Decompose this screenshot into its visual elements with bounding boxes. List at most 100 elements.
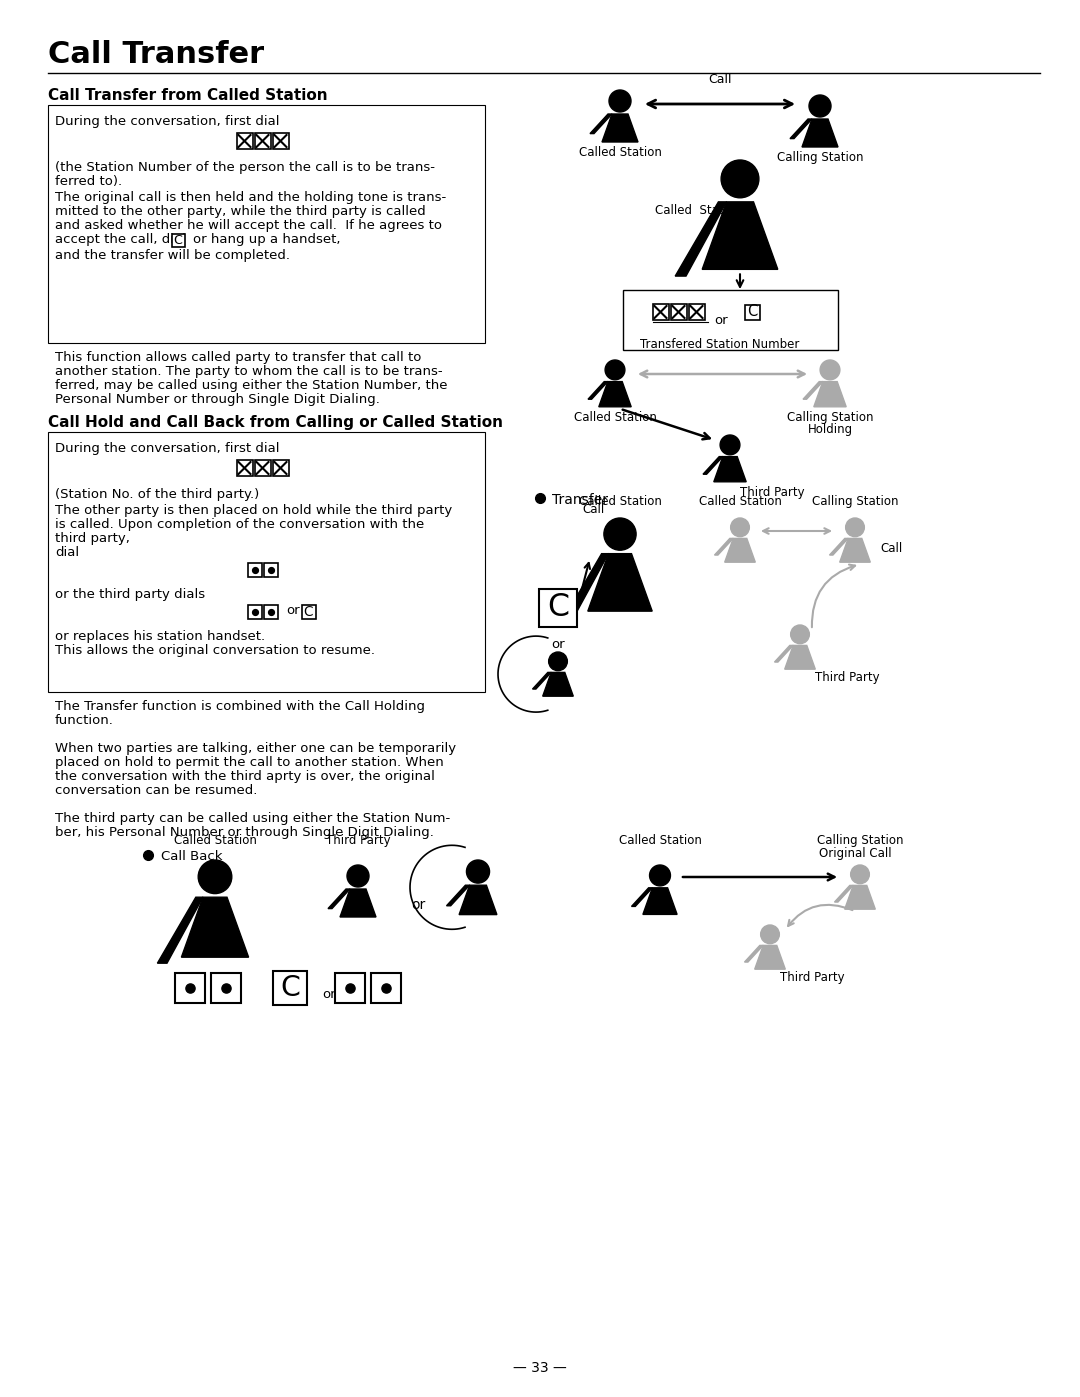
Polygon shape bbox=[565, 553, 608, 617]
Text: (the Station Number of the person the call is to be trans-: (the Station Number of the person the ca… bbox=[55, 161, 435, 175]
Text: function.: function. bbox=[55, 714, 113, 726]
Bar bbox=[272, 460, 288, 476]
Bar bbox=[652, 305, 669, 320]
Polygon shape bbox=[804, 381, 823, 400]
Text: C: C bbox=[747, 305, 758, 320]
Text: The Transfer function is combined with the Call Holding: The Transfer function is combined with t… bbox=[55, 700, 426, 712]
Circle shape bbox=[791, 624, 809, 644]
Polygon shape bbox=[845, 886, 875, 909]
Text: Call: Call bbox=[880, 542, 902, 555]
Circle shape bbox=[609, 89, 631, 112]
Text: Called Station: Called Station bbox=[579, 495, 661, 509]
Text: Call: Call bbox=[583, 503, 605, 515]
Bar bbox=[247, 563, 261, 577]
Bar bbox=[264, 563, 278, 577]
Text: This allows the original conversation to resume.: This allows the original conversation to… bbox=[55, 644, 375, 657]
Text: dial: dial bbox=[55, 546, 79, 559]
Text: or replaces his station handset.: or replaces his station handset. bbox=[55, 630, 265, 643]
Text: Called Station: Called Station bbox=[619, 834, 701, 847]
Text: Call Transfer: Call Transfer bbox=[48, 41, 265, 68]
Text: conversation can be resumed.: conversation can be resumed. bbox=[55, 784, 257, 798]
Text: third party,: third party, bbox=[55, 532, 130, 545]
Text: or: or bbox=[715, 313, 728, 327]
Polygon shape bbox=[181, 897, 248, 957]
Polygon shape bbox=[340, 888, 376, 916]
Text: or hang up a handset,: or hang up a handset, bbox=[193, 233, 340, 246]
Circle shape bbox=[731, 518, 750, 536]
Text: accept the call, dial: accept the call, dial bbox=[55, 233, 186, 246]
Text: Third Party: Third Party bbox=[740, 486, 805, 499]
Text: or: or bbox=[551, 638, 565, 651]
Bar bbox=[372, 974, 401, 1003]
Text: is called. Upon completion of the conversation with the: is called. Upon completion of the conver… bbox=[55, 518, 424, 531]
Polygon shape bbox=[446, 886, 470, 905]
Bar bbox=[211, 974, 241, 1003]
Text: Transfered Station Number: Transfered Station Number bbox=[640, 338, 799, 351]
Text: Third Party: Third Party bbox=[326, 834, 390, 847]
Bar bbox=[48, 105, 485, 344]
Polygon shape bbox=[643, 888, 677, 915]
Text: mitted to the other party, while the third party is called: mitted to the other party, while the thi… bbox=[55, 205, 426, 218]
Circle shape bbox=[846, 518, 864, 536]
Text: Call Hold and Call Back from Calling or Called Station: Call Hold and Call Back from Calling or … bbox=[48, 415, 503, 430]
Text: (Station No. of the third party.): (Station No. of the third party.) bbox=[55, 488, 259, 502]
Text: and the transfer will be completed.: and the transfer will be completed. bbox=[55, 249, 291, 263]
Bar bbox=[622, 291, 837, 351]
Text: — 33 —: — 33 — bbox=[513, 1361, 567, 1375]
Text: The third party can be called using either the Station Num-: The third party can be called using eith… bbox=[55, 812, 450, 826]
Polygon shape bbox=[703, 457, 723, 474]
Bar bbox=[237, 460, 253, 476]
Bar bbox=[237, 133, 253, 149]
Bar bbox=[48, 432, 485, 692]
Text: C: C bbox=[280, 974, 300, 1002]
Polygon shape bbox=[714, 457, 746, 482]
Circle shape bbox=[199, 861, 232, 894]
Text: During the conversation, first dial: During the conversation, first dial bbox=[55, 115, 280, 129]
Circle shape bbox=[549, 652, 567, 671]
Polygon shape bbox=[774, 645, 793, 662]
Text: Calling Station: Calling Station bbox=[812, 495, 899, 509]
Circle shape bbox=[760, 925, 780, 944]
Polygon shape bbox=[702, 201, 778, 270]
Text: or the third party dials: or the third party dials bbox=[55, 588, 205, 601]
Polygon shape bbox=[789, 119, 812, 138]
Polygon shape bbox=[602, 115, 638, 142]
Text: another station. The party to whom the call is to be trans-: another station. The party to whom the c… bbox=[55, 365, 443, 379]
Polygon shape bbox=[785, 645, 815, 669]
Bar bbox=[671, 305, 687, 320]
Text: Holding: Holding bbox=[808, 423, 852, 436]
Text: C: C bbox=[303, 605, 313, 619]
Bar bbox=[539, 590, 577, 627]
Polygon shape bbox=[835, 886, 853, 902]
Text: During the conversation, first dial: During the conversation, first dial bbox=[55, 441, 280, 455]
Text: or: or bbox=[286, 604, 300, 617]
Text: Original Call: Original Call bbox=[819, 847, 891, 861]
Bar bbox=[175, 974, 205, 1003]
Bar bbox=[255, 460, 270, 476]
Polygon shape bbox=[459, 886, 497, 915]
Text: ferred to).: ferred to). bbox=[55, 175, 122, 189]
Polygon shape bbox=[632, 888, 652, 907]
Text: ber, his Personal Number or through Single Digit Dialing.: ber, his Personal Number or through Sing… bbox=[55, 826, 434, 840]
Bar bbox=[301, 605, 315, 619]
Text: the conversation with the third aprty is over, the original: the conversation with the third aprty is… bbox=[55, 770, 435, 782]
Polygon shape bbox=[588, 381, 608, 400]
Circle shape bbox=[467, 861, 489, 883]
Polygon shape bbox=[158, 897, 203, 963]
Circle shape bbox=[605, 360, 625, 380]
Circle shape bbox=[851, 865, 869, 884]
Text: Call Back: Call Back bbox=[161, 851, 222, 863]
Polygon shape bbox=[840, 538, 870, 562]
Text: When two parties are talking, either one can be temporarily: When two parties are talking, either one… bbox=[55, 742, 456, 754]
Text: Calling Station: Calling Station bbox=[816, 834, 903, 847]
Text: Called Station: Called Station bbox=[174, 834, 256, 847]
Text: This function allows called party to transfer that call to: This function allows called party to tra… bbox=[55, 351, 421, 365]
Polygon shape bbox=[814, 381, 847, 407]
Text: C: C bbox=[546, 592, 569, 623]
Text: or: or bbox=[322, 988, 336, 1000]
Text: Call Transfer from Called Station: Call Transfer from Called Station bbox=[48, 88, 327, 103]
Polygon shape bbox=[725, 538, 755, 562]
Bar bbox=[172, 233, 185, 246]
Polygon shape bbox=[715, 538, 733, 555]
Circle shape bbox=[347, 865, 369, 887]
